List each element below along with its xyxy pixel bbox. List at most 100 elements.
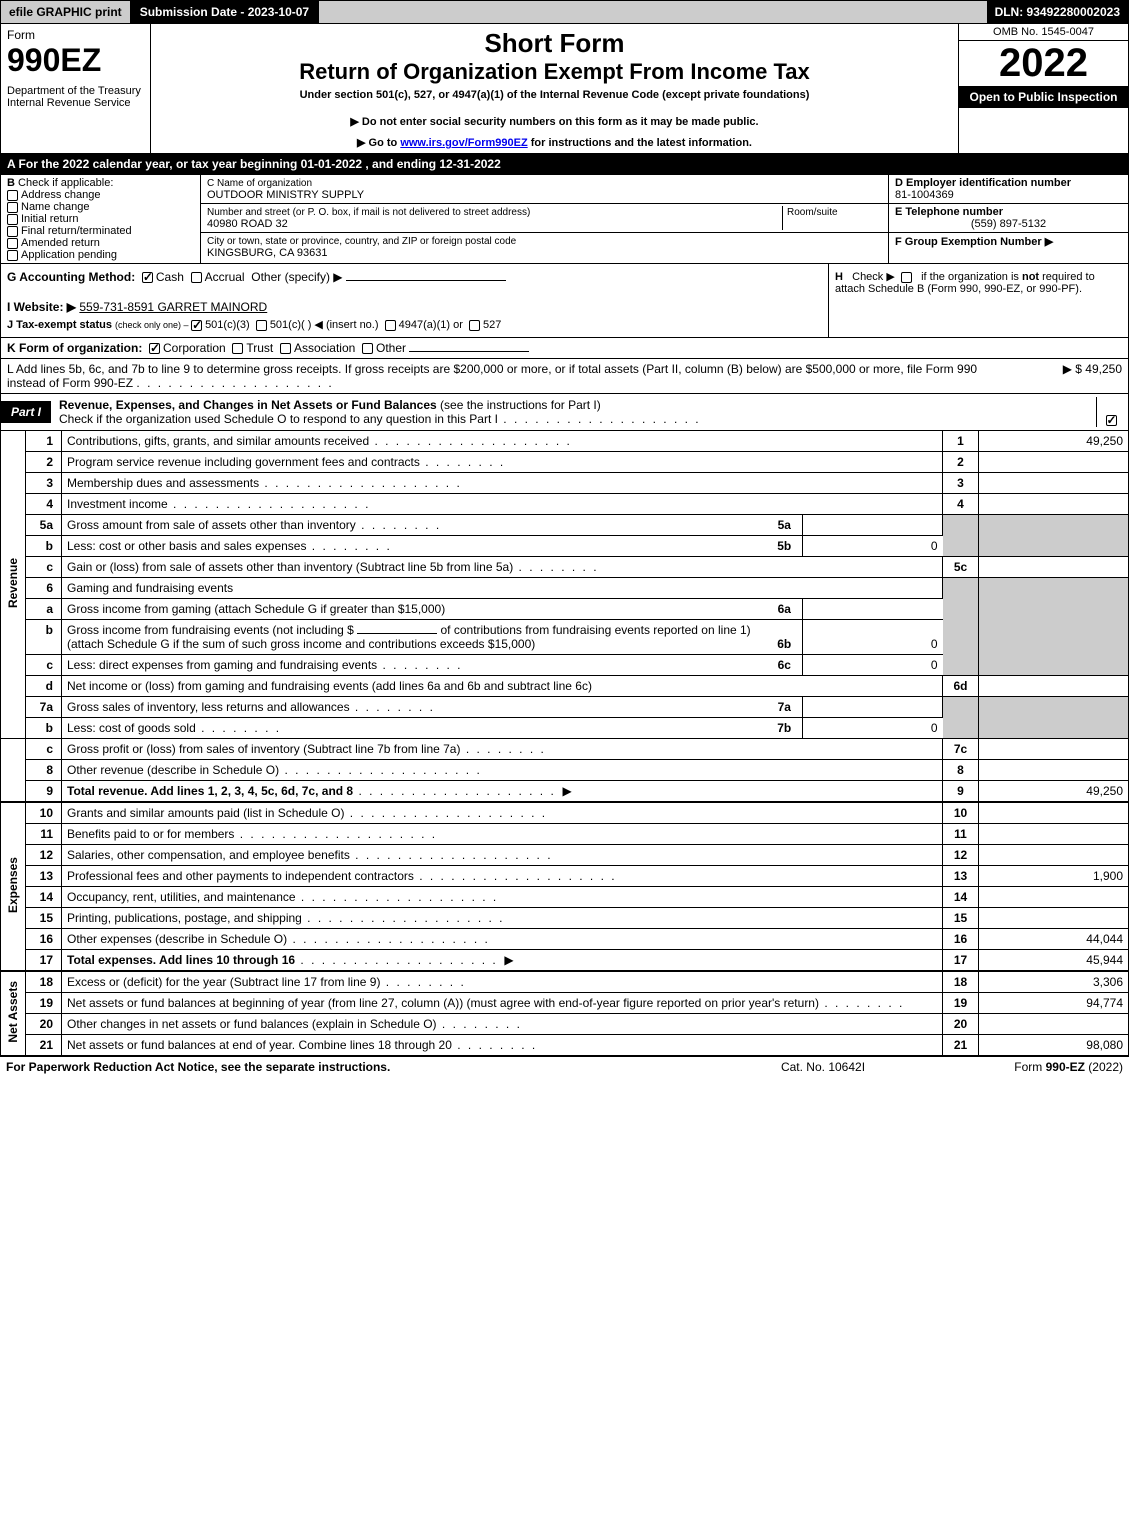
f-label: F Group Exemption Number <box>895 236 1042 248</box>
l6c-desc-text: Less: direct expenses from gaming and fu… <box>67 658 463 672</box>
org-street: 40980 ROAD 32 <box>207 218 288 230</box>
l8-desc-text: Other revenue (describe in Schedule O) <box>67 763 482 777</box>
l6a-sv <box>803 599 943 620</box>
g-other-line <box>346 280 506 281</box>
c-name-label: C Name of organization <box>207 178 312 189</box>
l12-desc-text: Salaries, other compensation, and employ… <box>67 848 553 862</box>
side-revenue-cont <box>1 739 26 803</box>
check-initial-return[interactable] <box>7 214 18 225</box>
check-other-org[interactable] <box>362 343 373 354</box>
row-10: Expenses 10 Grants and similar amounts p… <box>1 802 1129 824</box>
row-7c: c Gross profit or (loss) from sales of i… <box>1 739 1129 760</box>
check-schedule-o[interactable] <box>1106 415 1117 426</box>
tax-year: 2022 <box>959 41 1128 86</box>
part1-header: Part I Revenue, Expenses, and Changes in… <box>0 394 1129 431</box>
l4-desc-text: Investment income <box>67 497 370 511</box>
g-accrual: Accrual <box>205 270 245 284</box>
l10-rnum: 10 <box>943 802 979 824</box>
l17-rnum: 17 <box>943 950 979 972</box>
side-expenses: Expenses <box>1 802 26 971</box>
l1-desc-text: Contributions, gifts, grants, and simila… <box>67 434 572 448</box>
l16-val: 44,044 <box>979 929 1129 950</box>
section-h: H Check ▶ if the organization is not req… <box>828 264 1128 337</box>
row-3: 3 Membership dues and assessments 3 <box>1 473 1129 494</box>
l4-num: 4 <box>26 494 62 515</box>
c-city-block: City or town, state or province, country… <box>201 233 888 261</box>
l10-desc-text: Grants and similar amounts paid (list in… <box>67 806 547 820</box>
section-b: B Check if applicable: Address change Na… <box>1 175 201 263</box>
l14-desc: Occupancy, rent, utilities, and maintena… <box>62 887 943 908</box>
check-schedule-b[interactable] <box>901 272 912 283</box>
l5a-sv <box>803 515 943 536</box>
telephone: (559) 897-5132 <box>895 218 1122 230</box>
check-501c[interactable] <box>256 320 267 331</box>
check-corporation[interactable] <box>149 343 160 354</box>
check-name-change[interactable] <box>7 202 18 213</box>
row-16: 16 Other expenses (describe in Schedule … <box>1 929 1129 950</box>
l20-val <box>979 1014 1129 1035</box>
l5b-sv: 0 <box>803 536 943 557</box>
l7c-desc: Gross profit or (loss) from sales of inv… <box>62 739 943 760</box>
l6b-num: b <box>26 620 62 655</box>
l3-desc: Membership dues and assessments <box>62 473 943 494</box>
l20-rnum: 20 <box>943 1014 979 1035</box>
goto-link[interactable]: www.irs.gov/Form990EZ <box>400 137 527 149</box>
row-11: 11 Benefits paid to or for members 11 <box>1 824 1129 845</box>
l-text: L Add lines 5b, 6c, and 7b to line 9 to … <box>7 362 1002 390</box>
l18-desc-text: Excess or (deficit) for the year (Subtra… <box>67 975 466 989</box>
check-4947[interactable] <box>385 320 396 331</box>
l12-val <box>979 845 1129 866</box>
row-1: Revenue 1 Contributions, gifts, grants, … <box>1 431 1129 452</box>
l7a-sv <box>803 697 943 718</box>
check-amended-return[interactable] <box>7 238 18 249</box>
check-527[interactable] <box>469 320 480 331</box>
lines-table: Revenue 1 Contributions, gifts, grants, … <box>0 431 1129 1056</box>
l7c-desc-text: Gross profit or (loss) from sales of inv… <box>67 742 546 756</box>
row-6: 6 Gaming and fundraising events <box>1 578 1129 599</box>
part1-check-cell <box>1096 397 1128 427</box>
check-cash[interactable] <box>142 272 153 283</box>
footer-form-post: (2022) <box>1085 1060 1123 1074</box>
l15-rnum: 15 <box>943 908 979 929</box>
check-accrual[interactable] <box>191 272 202 283</box>
l3-rnum: 3 <box>943 473 979 494</box>
footer-left: For Paperwork Reduction Act Notice, see … <box>6 1060 723 1074</box>
l16-desc: Other expenses (describe in Schedule O) <box>62 929 943 950</box>
k-other-line <box>409 351 529 352</box>
check-address-change[interactable] <box>7 190 18 201</box>
l13-rnum: 13 <box>943 866 979 887</box>
check-application-pending[interactable] <box>7 250 18 261</box>
d-label: D Employer identification number <box>895 177 1071 189</box>
b-item-2: Initial return <box>21 213 78 225</box>
l15-desc-text: Printing, publications, postage, and shi… <box>67 911 505 925</box>
l8-num: 8 <box>26 760 62 781</box>
check-501c3[interactable] <box>191 320 202 331</box>
section-g-i-j: G Accounting Method: Cash Accrual Other … <box>1 264 828 337</box>
row-2: 2 Program service revenue including gove… <box>1 452 1129 473</box>
l12-desc: Salaries, other compensation, and employ… <box>62 845 943 866</box>
l16-rnum: 16 <box>943 929 979 950</box>
l6b-sn: 6b <box>767 620 803 655</box>
l10-num: 10 <box>26 802 62 824</box>
check-association[interactable] <box>280 343 291 354</box>
l18-val: 3,306 <box>979 971 1129 993</box>
check-trust[interactable] <box>232 343 243 354</box>
check-final-return[interactable] <box>7 226 18 237</box>
l13-desc-text: Professional fees and other payments to … <box>67 869 617 883</box>
efile-print[interactable]: efile GRAPHIC print <box>1 1 130 23</box>
row-8: 8 Other revenue (describe in Schedule O)… <box>1 760 1129 781</box>
l12-num: 12 <box>26 845 62 866</box>
l17-dots <box>295 953 498 967</box>
l7b-sv: 0 <box>803 718 943 739</box>
l19-val: 94,774 <box>979 993 1129 1014</box>
goto-line: ▶ Go to www.irs.gov/Form990EZ for instru… <box>159 136 950 149</box>
l19-desc: Net assets or fund balances at beginning… <box>62 993 943 1014</box>
l14-rnum: 14 <box>943 887 979 908</box>
row-5c: c Gain or (loss) from sale of assets oth… <box>1 557 1129 578</box>
l7-gray <box>943 697 979 739</box>
section-g: G Accounting Method: Cash Accrual Other … <box>7 270 822 284</box>
l6d-rnum: 6d <box>943 676 979 697</box>
ssn-warning: ▶ Do not enter social security numbers o… <box>159 115 950 128</box>
l5ab-gray-val <box>979 515 1129 557</box>
l1-desc: Contributions, gifts, grants, and simila… <box>62 431 943 452</box>
